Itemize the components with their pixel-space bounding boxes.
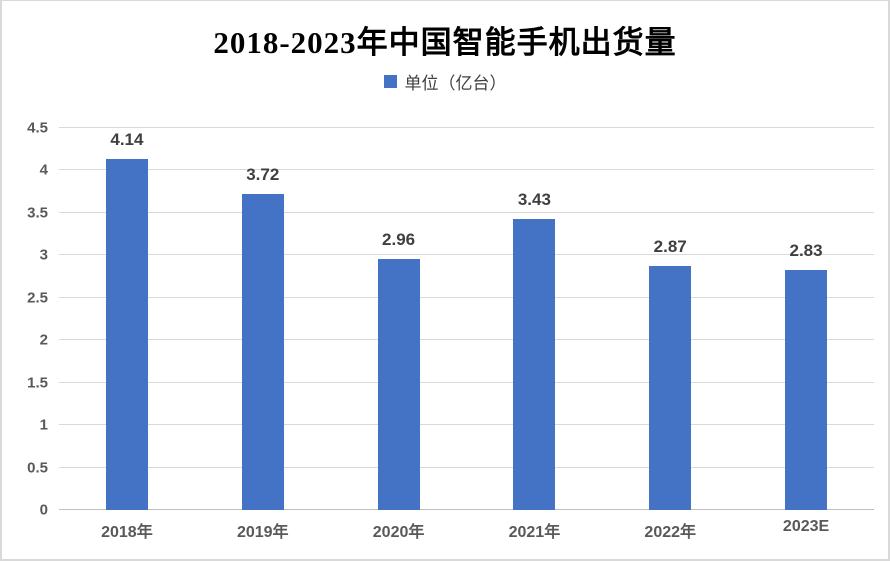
bar-2021年	[513, 218, 556, 510]
x-axis: 2018年 2019年 2020年 2021年 2022年 2023E	[59, 518, 874, 542]
chart-title: 2018-2023年中国智能手机出货量	[213, 25, 677, 60]
bar-slot: 3.72	[195, 128, 331, 510]
y-tick-label: 4	[39, 161, 48, 179]
bar-2022年	[649, 266, 692, 510]
legend: 单位（亿台）	[2, 69, 888, 94]
bar-slot: 2.96	[331, 128, 467, 510]
gridline	[59, 169, 874, 171]
x-tick-label: 2021年	[508, 524, 561, 541]
x-tick-label: 2020年	[372, 524, 425, 541]
bar-value-label: 4.14	[110, 129, 144, 149]
y-tick-label: 2.5	[27, 289, 48, 307]
y-axis: 0 0.5 1 1.5 2 2.5 3 3.5 4 4.5	[2, 121, 48, 518]
y-tick-label: 3.5	[27, 204, 48, 222]
bar-slot: 3.43	[466, 128, 602, 510]
bar-value-label: 3.72	[246, 165, 280, 185]
y-tick-label: 3	[39, 246, 48, 264]
gridline	[59, 211, 874, 213]
bar-series: 4.14 3.72 2.96 3.43 2.87 2.83	[59, 128, 874, 510]
x-tick-label: 2023E	[782, 518, 830, 535]
gridline	[59, 509, 874, 510]
bar-2023E	[785, 269, 828, 510]
legend-marker-icon	[383, 75, 397, 88]
gridline	[59, 296, 874, 298]
bar-slot: 2.83	[738, 128, 874, 510]
bar-slot: 4.14	[59, 128, 195, 510]
bar-value-label: 3.43	[517, 189, 551, 209]
gridline	[59, 466, 874, 468]
bar-value-label: 2.83	[789, 240, 823, 260]
x-tick-label: 2022年	[644, 524, 697, 541]
bar-2020年	[377, 258, 420, 510]
x-tick-label: 2019年	[236, 524, 289, 541]
y-tick-label: 1	[39, 416, 48, 434]
y-tick-label: 0	[39, 501, 48, 519]
bar-2018年	[105, 158, 148, 510]
bar-2019年	[241, 194, 284, 510]
plot-area: 4.14 3.72 2.96 3.43 2.87 2.83	[59, 127, 874, 510]
gridline	[59, 424, 874, 426]
gridline	[59, 339, 874, 341]
y-tick-label: 2	[39, 331, 48, 349]
gridline	[59, 381, 874, 383]
bar-value-label: 2.96	[382, 229, 416, 249]
legend-label: 单位（亿台）	[404, 74, 507, 93]
bar-slot: 2.87	[602, 128, 738, 510]
bar-value-label: 2.87	[653, 237, 687, 257]
x-tick-label: 2018年	[101, 524, 153, 541]
y-tick-label: 0.5	[27, 459, 48, 477]
gridline	[59, 127, 874, 128]
gridline	[59, 254, 874, 256]
y-tick-label: 1.5	[27, 374, 48, 392]
y-tick-label: 4.5	[27, 119, 48, 137]
